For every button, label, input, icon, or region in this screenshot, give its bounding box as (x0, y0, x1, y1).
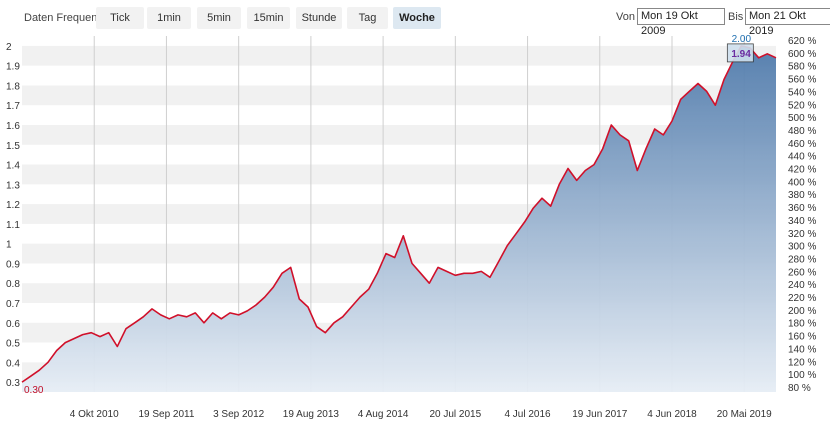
y-left-tick-label: 1.7 (6, 101, 20, 112)
x-tick-label: 4 Aug 2014 (358, 409, 409, 420)
y-right-tick-label: 360 % (788, 203, 816, 214)
y-left-tick-label: 1.1 (6, 220, 20, 231)
start-value-label: 0.30 (24, 385, 44, 396)
frequency-label: Daten Frequenz (24, 12, 103, 24)
y-right-tick-label: 80 % (788, 383, 811, 394)
y-left-tick-label: 1.3 (6, 180, 20, 191)
y-right-tick-label: 200 % (788, 306, 816, 317)
y-right-tick-label: 160 % (788, 332, 816, 343)
y-right-tick-label: 400 % (788, 177, 816, 188)
y-right-tick-label: 280 % (788, 254, 816, 265)
y-right-tick-label: 520 % (788, 100, 816, 111)
y-left-tick-label: 1.6 (6, 121, 20, 132)
y-left-tick-label: 2 (6, 42, 12, 53)
y-right-tick-label: 560 % (788, 75, 816, 86)
toolbar: Daten Frequenz Tick 1min 5min 15min Stunde Ta… (0, 0, 830, 37)
y-right-tick-label: 540 % (788, 87, 816, 98)
y-left-tick-label: 0.7 (6, 299, 20, 310)
x-tick-label: 19 Jun 2017 (572, 409, 627, 420)
to-date-input[interactable]: Mon 21 Okt 2019 (745, 8, 830, 37)
price-line (21, 45, 777, 383)
last-value-label: 1.94 (731, 49, 751, 60)
frequency-button-tick[interactable]: Tick (96, 7, 144, 29)
y-right-tick-label: 320 % (788, 229, 816, 240)
y-right-tick-label: 120 % (788, 357, 816, 368)
frequency-button-1min[interactable]: 1min (147, 7, 191, 29)
y-left-tick-label: 1.8 (6, 81, 20, 92)
y-right-tick-label: 220 % (788, 293, 816, 304)
to-label: Bis (728, 11, 744, 23)
y-left-tick-label: 1.5 (6, 141, 20, 152)
frequency-button-15min[interactable]: 15min (247, 7, 290, 29)
y-right-tick-label: 480 % (788, 126, 816, 137)
y-right-tick-label: 300 % (788, 242, 816, 253)
x-tick-label: 3 Sep 2012 (213, 409, 265, 420)
y-left-tick-label: 1.9 (6, 62, 20, 73)
grid-band (22, 85, 776, 106)
y-right-tick-label: 340 % (788, 216, 816, 227)
y-right-tick-label: 600 % (788, 49, 816, 60)
y-right-tick-label: 500 % (788, 113, 816, 124)
x-tick-label: 20 Mai 2019 (717, 409, 772, 420)
y-left-tick-label: 0.5 (6, 339, 20, 350)
y-left-tick-label: 1.2 (6, 200, 20, 211)
max-value-label: 2.00 (732, 34, 752, 45)
grid-band (22, 125, 776, 145)
x-tick-label: 4 Jun 2018 (647, 409, 697, 420)
from-label: Von (616, 11, 635, 23)
x-tick-label: 20 Jul 2015 (429, 409, 481, 420)
y-left-tick-label: 1 (6, 240, 12, 251)
y-left-tick-label: 0.4 (6, 358, 20, 369)
x-tick-label: 19 Aug 2013 (283, 409, 340, 420)
area-fill (22, 45, 776, 393)
y-left-tick-label: 0.9 (6, 259, 20, 270)
frequency-button-tag[interactable]: Tag (347, 7, 388, 29)
from-date-input[interactable]: Mon 19 Okt 2009 (637, 8, 725, 37)
y-right-tick-label: 460 % (788, 139, 816, 150)
grid-band (22, 45, 776, 66)
y-right-tick-label: 380 % (788, 190, 816, 201)
max-marker-box (726, 43, 754, 63)
x-tick-label: 4 Jul 2016 (504, 409, 551, 420)
y-right-tick-label: 100 % (788, 370, 816, 381)
y-right-tick-label: 140 % (788, 344, 816, 355)
y-right-tick-label: 620 % (788, 36, 816, 47)
y-right-tick-label: 240 % (788, 280, 816, 291)
y-left-tick-label: 0.8 (6, 279, 20, 290)
frequency-button-stunde[interactable]: Stunde (296, 7, 342, 29)
y-right-tick-label: 180 % (788, 319, 816, 330)
y-left-tick-label: 0.6 (6, 319, 20, 330)
x-tick-label: 4 Okt 2010 (70, 409, 119, 420)
x-tick-label: 19 Sep 2011 (138, 409, 194, 420)
y-left-tick-label: 0.3 (6, 378, 20, 389)
frequency-button-woche[interactable]: Woche (393, 7, 441, 29)
frequency-button-5min[interactable]: 5min (197, 7, 241, 29)
y-left-tick-label: 1.4 (6, 161, 20, 172)
y-right-tick-label: 440 % (788, 152, 816, 163)
y-right-tick-label: 580 % (788, 62, 816, 73)
y-right-tick-label: 260 % (788, 267, 816, 278)
y-right-tick-label: 420 % (788, 165, 816, 176)
